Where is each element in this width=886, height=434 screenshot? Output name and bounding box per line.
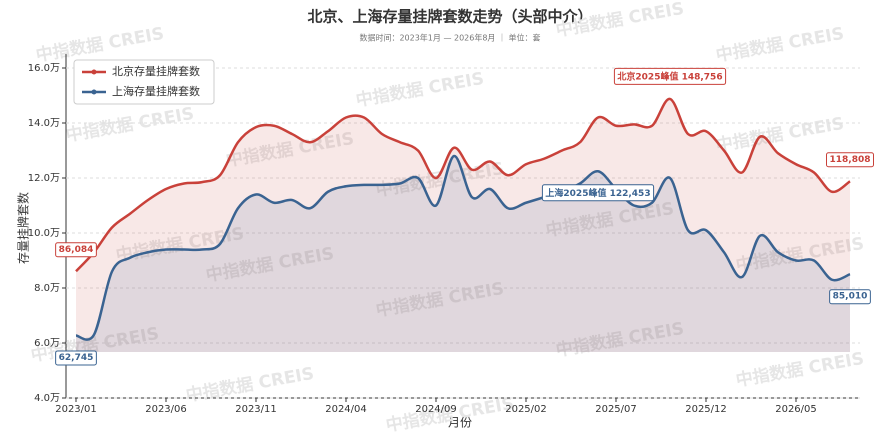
y-tick-label: 14.0万 [28, 118, 60, 129]
legend-marker [91, 89, 97, 95]
watermark: 中指数据 CREIS [714, 113, 845, 156]
y-tick-label: 4.0万 [34, 393, 60, 404]
series-line [75, 154, 851, 341]
legend-label: 北京存量挂牌套数 [112, 64, 200, 78]
value-label-text: 62,745 [59, 353, 94, 363]
x-tick-label: 2025/12 [685, 404, 727, 415]
value-label-box [829, 289, 871, 305]
value-label-text: 85,010 [833, 292, 868, 302]
value-label-text: 上海2025峰值 122,453 [545, 187, 650, 199]
x-tick-label: 2026/05 [775, 404, 817, 415]
x-tick-label: 2025/07 [595, 404, 637, 415]
watermark: 中指数据 CREIS [554, 0, 685, 41]
y-tick-label: 8.0万 [34, 283, 60, 294]
value-label: 上海2025峰值 122,453 [541, 184, 655, 202]
legend-marker [91, 69, 97, 75]
value-label-box [613, 67, 727, 85]
x-tick-label: 2025/02 [505, 404, 547, 415]
watermark: 中指数据 CREIS [64, 103, 195, 146]
x-tick-label: 2024/04 [325, 404, 367, 415]
legend-box [73, 59, 215, 105]
value-label-box [55, 350, 97, 366]
watermark: 中指数据 CREIS [184, 363, 315, 406]
series-area [76, 155, 850, 352]
chart-title: 北京、上海存量挂牌套数走势（头部中介） [307, 8, 592, 26]
value-label-box [55, 242, 97, 258]
value-label-text: 118,808 [830, 155, 871, 165]
y-axis-label: 存量挂牌套数 [16, 192, 31, 264]
series-area [76, 98, 850, 353]
watermark: 中指数据 CREIS [734, 348, 865, 391]
legend-label: 上海存量挂牌套数 [112, 84, 200, 98]
value-label: 118,808 [826, 152, 874, 168]
x-tick-label: 2023/01 [55, 404, 97, 415]
value-label-text: 86,084 [59, 245, 94, 255]
series-line [75, 97, 851, 273]
x-axis-label: 月份 [448, 416, 472, 430]
y-tick-label: 16.0万 [28, 63, 60, 74]
watermark: 中指数据 CREIS [354, 68, 485, 111]
watermark: 中指数据 CREIS [714, 23, 845, 66]
x-tick-label: 2024/09 [415, 404, 457, 415]
value-label: 北京2025峰值 148,756 [613, 67, 727, 85]
value-label-box [826, 152, 874, 168]
value-label: 86,084 [55, 242, 97, 258]
chart-subtitle: 数据时间：2023年1月 — 2026年8月 ｜ 单位：套 [359, 33, 540, 43]
value-label: 85,010 [829, 289, 871, 305]
x-tick-label: 2023/11 [235, 404, 277, 415]
y-tick-label: 12.0万 [28, 173, 60, 184]
value-label: 62,745 [55, 350, 97, 366]
y-tick-label: 10.0万 [28, 228, 60, 239]
value-label-text: 北京2025峰值 148,756 [617, 70, 722, 82]
x-tick-label: 2023/06 [145, 404, 187, 415]
y-tick-label: 6.0万 [34, 338, 60, 349]
value-label-box [541, 184, 655, 202]
